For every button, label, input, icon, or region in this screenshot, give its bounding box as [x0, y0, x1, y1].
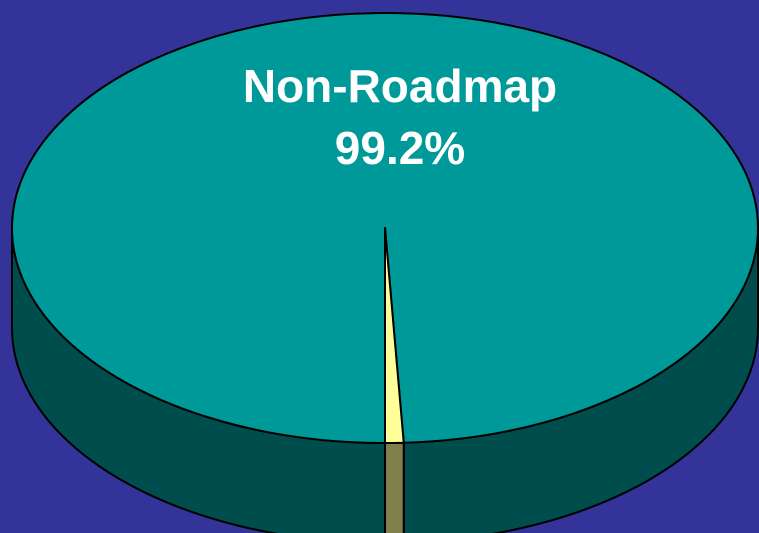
slice-side	[384, 441, 405, 533]
slice	[384, 227, 405, 444]
slice-value-label: 99.2%	[335, 122, 465, 174]
pie	[11, 12, 759, 533]
slice-label: Non-Roadmap	[243, 60, 557, 112]
